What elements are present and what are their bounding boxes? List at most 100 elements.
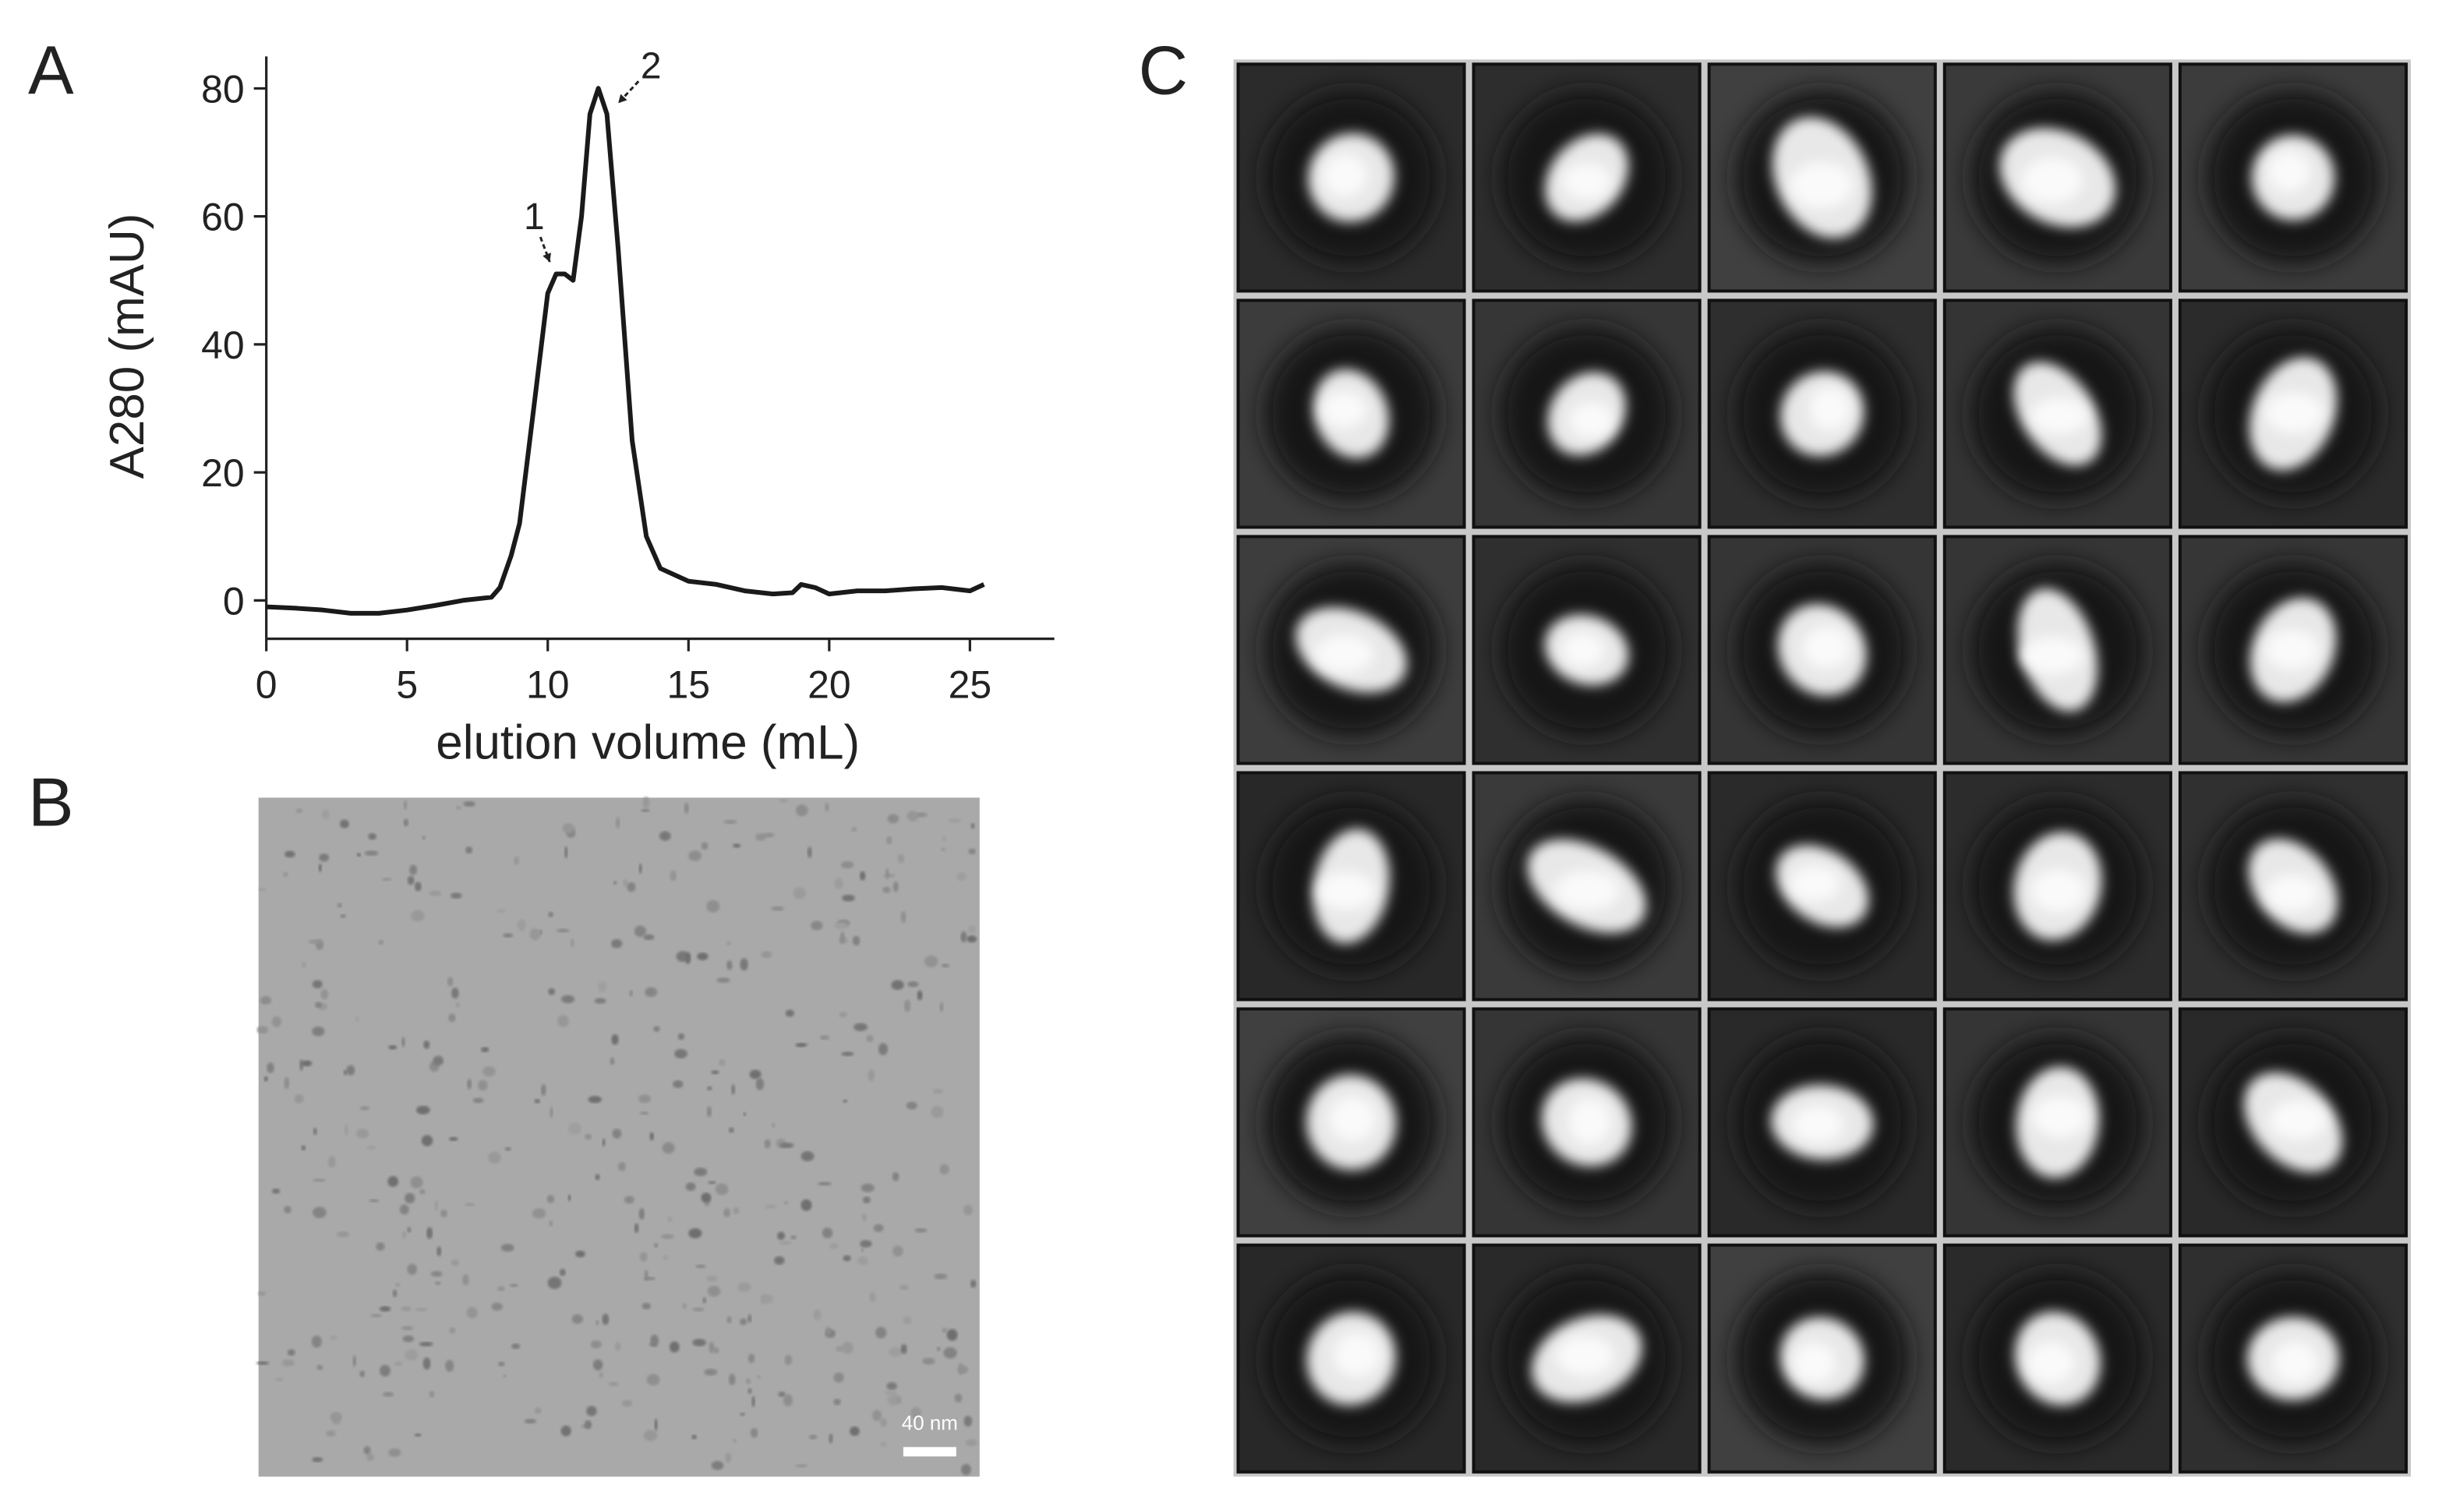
particle <box>284 850 295 858</box>
particle <box>284 1077 290 1090</box>
particle <box>318 864 322 872</box>
particle <box>312 1026 325 1037</box>
particle <box>740 1412 745 1416</box>
particle <box>834 877 843 890</box>
particle <box>356 853 362 857</box>
x-tick-label: 10 <box>526 663 570 707</box>
particle <box>694 1168 708 1177</box>
particle <box>409 864 418 875</box>
particle <box>316 1364 323 1371</box>
annotation-arrow <box>539 236 551 263</box>
particle <box>301 961 306 969</box>
particle <box>369 1199 380 1203</box>
particle <box>747 1314 752 1323</box>
particle <box>967 925 977 934</box>
particle <box>411 910 425 922</box>
particle <box>466 1306 478 1319</box>
particle <box>871 1409 882 1422</box>
particle <box>467 1079 472 1090</box>
particle <box>426 1227 433 1239</box>
particle <box>965 1439 977 1447</box>
particle <box>751 1395 755 1408</box>
particle <box>779 799 788 803</box>
particle <box>407 1227 412 1233</box>
particle <box>795 804 808 817</box>
particle <box>378 939 384 945</box>
particle-detail <box>1317 871 1376 910</box>
particle <box>708 1181 716 1185</box>
particle <box>692 1307 705 1312</box>
particle <box>541 1084 546 1097</box>
particle <box>674 1048 687 1059</box>
particle <box>954 1394 963 1403</box>
particle <box>670 870 677 881</box>
particle <box>407 1263 418 1275</box>
particle <box>379 1305 391 1312</box>
particle <box>422 1357 431 1370</box>
particle <box>684 802 689 814</box>
particle-detail <box>1792 1105 1844 1143</box>
particle <box>903 1316 912 1325</box>
particle-detail <box>1568 1098 1611 1146</box>
particle <box>465 846 473 854</box>
particle <box>500 1243 514 1252</box>
particle <box>654 1418 658 1431</box>
particle <box>958 1362 963 1376</box>
particle <box>875 1327 887 1339</box>
particle <box>415 1307 427 1312</box>
particle <box>311 1335 322 1348</box>
particle <box>564 846 568 859</box>
particle <box>595 1319 599 1325</box>
particle <box>557 1015 569 1027</box>
particle <box>639 1111 649 1115</box>
particle <box>743 1111 747 1117</box>
particle <box>414 1433 422 1437</box>
particle <box>615 817 620 829</box>
particle <box>648 1342 657 1347</box>
particle <box>608 1382 620 1387</box>
x-tick-label: 5 <box>396 663 418 707</box>
particle <box>906 1101 917 1110</box>
particle <box>740 958 748 971</box>
particle <box>422 835 426 840</box>
particle <box>784 1355 793 1365</box>
particle <box>487 1151 502 1164</box>
particle <box>643 934 655 941</box>
particle <box>800 1199 812 1211</box>
particle <box>595 1174 600 1181</box>
particle <box>862 1196 871 1204</box>
particle <box>560 1425 571 1436</box>
particle <box>610 938 623 949</box>
particle <box>638 863 642 874</box>
particle <box>534 1407 542 1415</box>
particle <box>421 1135 433 1146</box>
particle <box>880 1441 887 1447</box>
particle <box>662 1142 675 1154</box>
particle <box>808 1434 818 1440</box>
particle <box>571 1314 584 1324</box>
particle <box>677 1033 685 1040</box>
particle <box>825 803 829 812</box>
particle <box>337 903 342 908</box>
particle <box>706 1086 712 1091</box>
particle <box>702 1297 707 1304</box>
particle <box>731 1084 736 1095</box>
particle <box>465 1203 475 1206</box>
particle <box>709 1341 715 1354</box>
particle <box>352 1355 356 1367</box>
particle <box>401 1326 414 1330</box>
particle <box>415 1105 430 1115</box>
particle <box>399 1204 409 1215</box>
particle <box>401 1231 407 1239</box>
particle <box>910 1407 922 1419</box>
particle <box>547 1277 562 1289</box>
particle <box>841 860 854 869</box>
particle <box>524 1418 537 1424</box>
particle <box>706 1275 718 1282</box>
particle <box>590 1340 602 1349</box>
particle <box>382 1391 394 1397</box>
particle <box>691 1434 697 1440</box>
particle <box>259 888 267 892</box>
